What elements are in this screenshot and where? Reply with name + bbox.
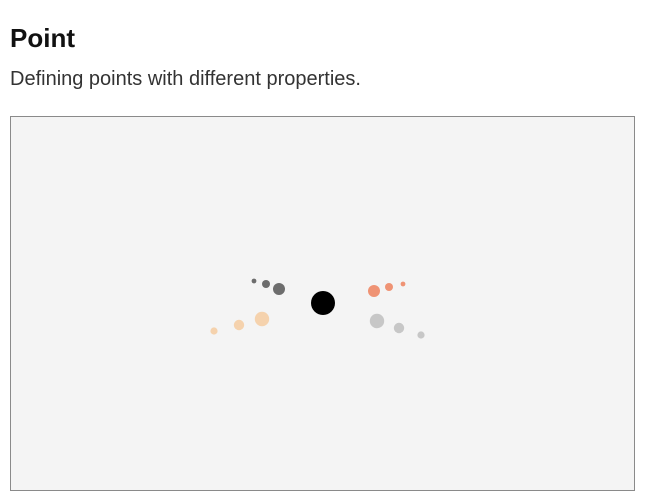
page-title: Point [10, 23, 75, 53]
light-gray-point-1[interactable] [369, 313, 385, 329]
center-point[interactable] [311, 291, 335, 315]
page-description: Defining points with different propertie… [10, 68, 361, 90]
peach-point-2[interactable] [233, 319, 245, 331]
salmon-point-2[interactable] [385, 283, 393, 291]
gray-point-1[interactable] [273, 283, 285, 295]
light-gray-point-3[interactable] [417, 331, 425, 339]
peach-point-1[interactable] [254, 311, 270, 327]
peach-point-3[interactable] [210, 327, 218, 335]
points-layer [210, 278, 425, 339]
gray-point-3[interactable] [251, 278, 257, 284]
salmon-point-3[interactable] [400, 281, 406, 287]
light-gray-point-2[interactable] [393, 322, 405, 334]
points-plot[interactable] [11, 117, 634, 490]
gray-point-2[interactable] [262, 280, 270, 288]
salmon-point-1[interactable] [368, 285, 380, 297]
graph-canvas[interactable] [10, 116, 635, 491]
